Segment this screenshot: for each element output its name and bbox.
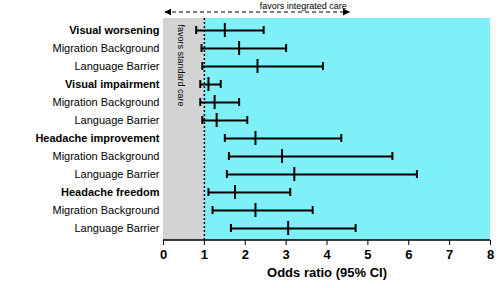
svg-text:Migration Background: Migration Background [52,150,159,162]
svg-text:Visual worsening: Visual worsening [69,24,159,36]
svg-text:Migration Background: Migration Background [52,96,159,108]
svg-text:Headache freedom: Headache freedom [61,186,160,198]
svg-text:Headache improvement: Headache improvement [35,132,159,144]
svg-text:Language Barrier: Language Barrier [74,168,159,180]
svg-text:favors integrated care: favors integrated care [260,1,347,11]
svg-text:1: 1 [201,247,208,262]
svg-text:6: 6 [405,247,412,262]
svg-text:8: 8 [487,247,494,262]
svg-text:0: 0 [160,247,167,262]
svg-text:favors standard care: favors standard care [176,25,186,107]
svg-text:Migration Background: Migration Background [52,42,159,54]
svg-text:7: 7 [446,247,453,262]
svg-text:Language Barrier: Language Barrier [74,114,159,126]
svg-text:2: 2 [242,247,249,262]
svg-text:Visual impairment: Visual impairment [65,78,160,90]
svg-text:Migration Background: Migration Background [52,204,159,216]
svg-text:Odds ratio (95% CI): Odds ratio (95% CI) [267,265,387,280]
svg-text:Language Barrier: Language Barrier [74,60,159,72]
svg-text:5: 5 [364,247,371,262]
svg-text:Language Barrier: Language Barrier [74,222,159,234]
svg-text:4: 4 [323,247,331,262]
svg-text:3: 3 [283,247,290,262]
